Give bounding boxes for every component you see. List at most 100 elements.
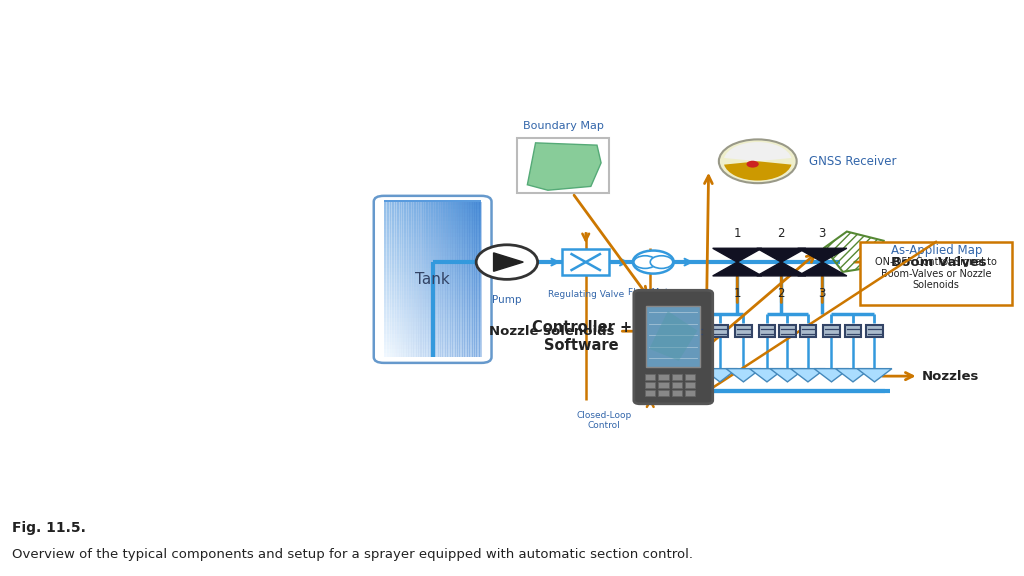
Bar <box>384 232 481 237</box>
Text: 2: 2 <box>777 226 785 240</box>
Text: Boundary Map: Boundary Map <box>523 122 603 131</box>
Text: Pump: Pump <box>493 295 521 305</box>
FancyBboxPatch shape <box>634 290 713 404</box>
Polygon shape <box>791 369 825 382</box>
Polygon shape <box>798 262 847 276</box>
Bar <box>658 390 669 396</box>
Bar <box>384 267 481 272</box>
Bar <box>384 259 481 264</box>
Bar <box>658 382 669 388</box>
Bar <box>712 325 728 337</box>
Bar <box>384 336 481 342</box>
Text: GNSS Receiver: GNSS Receiver <box>809 155 896 168</box>
Bar <box>442 202 445 357</box>
Bar <box>384 209 481 213</box>
Bar <box>393 202 397 357</box>
Bar <box>457 202 461 357</box>
Bar <box>403 202 407 357</box>
Polygon shape <box>857 369 892 382</box>
Text: Tank: Tank <box>416 272 450 287</box>
Bar <box>384 278 481 283</box>
Bar <box>455 202 458 357</box>
Bar <box>384 263 481 268</box>
Bar <box>384 243 481 248</box>
Bar <box>685 390 695 396</box>
Polygon shape <box>757 248 806 262</box>
Bar <box>409 202 412 357</box>
Text: 1: 1 <box>733 226 741 240</box>
Bar <box>384 333 481 338</box>
Bar <box>517 138 609 193</box>
Bar <box>471 202 475 357</box>
Bar <box>384 340 481 346</box>
Bar <box>384 294 481 299</box>
Bar <box>645 382 655 388</box>
Bar <box>447 202 451 357</box>
Bar <box>384 200 481 206</box>
Bar <box>464 202 468 357</box>
Bar <box>384 305 481 310</box>
Bar <box>444 202 449 357</box>
Bar <box>384 352 481 357</box>
Polygon shape <box>713 262 762 276</box>
Circle shape <box>719 139 797 183</box>
Bar <box>411 202 414 357</box>
Polygon shape <box>649 311 697 361</box>
Bar <box>685 382 695 388</box>
Polygon shape <box>527 143 601 190</box>
Polygon shape <box>750 369 784 382</box>
Text: 3: 3 <box>818 226 826 240</box>
Bar <box>384 255 481 260</box>
Bar <box>384 325 481 330</box>
Bar <box>384 204 481 210</box>
Text: Controller +
Software: Controller + Software <box>531 320 632 353</box>
Bar <box>384 348 481 353</box>
Bar <box>384 228 481 233</box>
Bar <box>401 202 404 357</box>
Bar <box>384 220 481 225</box>
Circle shape <box>633 251 674 274</box>
Text: As-Applied Map: As-Applied Map <box>891 244 982 257</box>
Bar <box>672 390 682 396</box>
Bar <box>425 202 429 357</box>
Bar <box>384 329 481 334</box>
Bar <box>735 325 752 337</box>
Bar <box>389 202 392 357</box>
Bar <box>384 317 481 322</box>
Bar <box>421 202 424 357</box>
Bar <box>672 382 682 388</box>
Bar <box>435 202 438 357</box>
Polygon shape <box>836 369 870 382</box>
Bar <box>474 202 477 357</box>
Bar <box>416 202 419 357</box>
Text: Fig. 11.5.: Fig. 11.5. <box>12 521 86 535</box>
Bar <box>479 202 482 357</box>
Bar <box>384 298 481 303</box>
Bar <box>384 216 481 221</box>
Circle shape <box>476 245 538 279</box>
Bar <box>418 202 422 357</box>
Bar <box>396 202 399 357</box>
Bar <box>759 325 775 337</box>
Bar <box>384 286 481 291</box>
Bar <box>685 374 695 380</box>
Text: ON-OFF Control Signal to
Boom-Valves or Nozzle
Solenoids: ON-OFF Control Signal to Boom-Valves or … <box>874 257 997 290</box>
Bar <box>423 202 426 357</box>
Polygon shape <box>814 369 849 382</box>
Bar <box>384 270 481 275</box>
Text: Flow Meter: Flow Meter <box>629 288 678 297</box>
Bar <box>406 202 410 357</box>
Text: Regulating Valve: Regulating Valve <box>548 290 624 299</box>
Polygon shape <box>770 369 805 382</box>
Wedge shape <box>724 161 792 180</box>
Bar <box>432 202 436 357</box>
Bar <box>428 202 431 357</box>
Text: Nozzles: Nozzles <box>922 370 979 382</box>
Circle shape <box>650 256 673 268</box>
Bar <box>384 290 481 295</box>
Polygon shape <box>494 253 523 271</box>
Bar <box>450 202 453 357</box>
Bar <box>384 251 481 256</box>
Bar <box>440 202 443 357</box>
Bar <box>384 282 481 287</box>
